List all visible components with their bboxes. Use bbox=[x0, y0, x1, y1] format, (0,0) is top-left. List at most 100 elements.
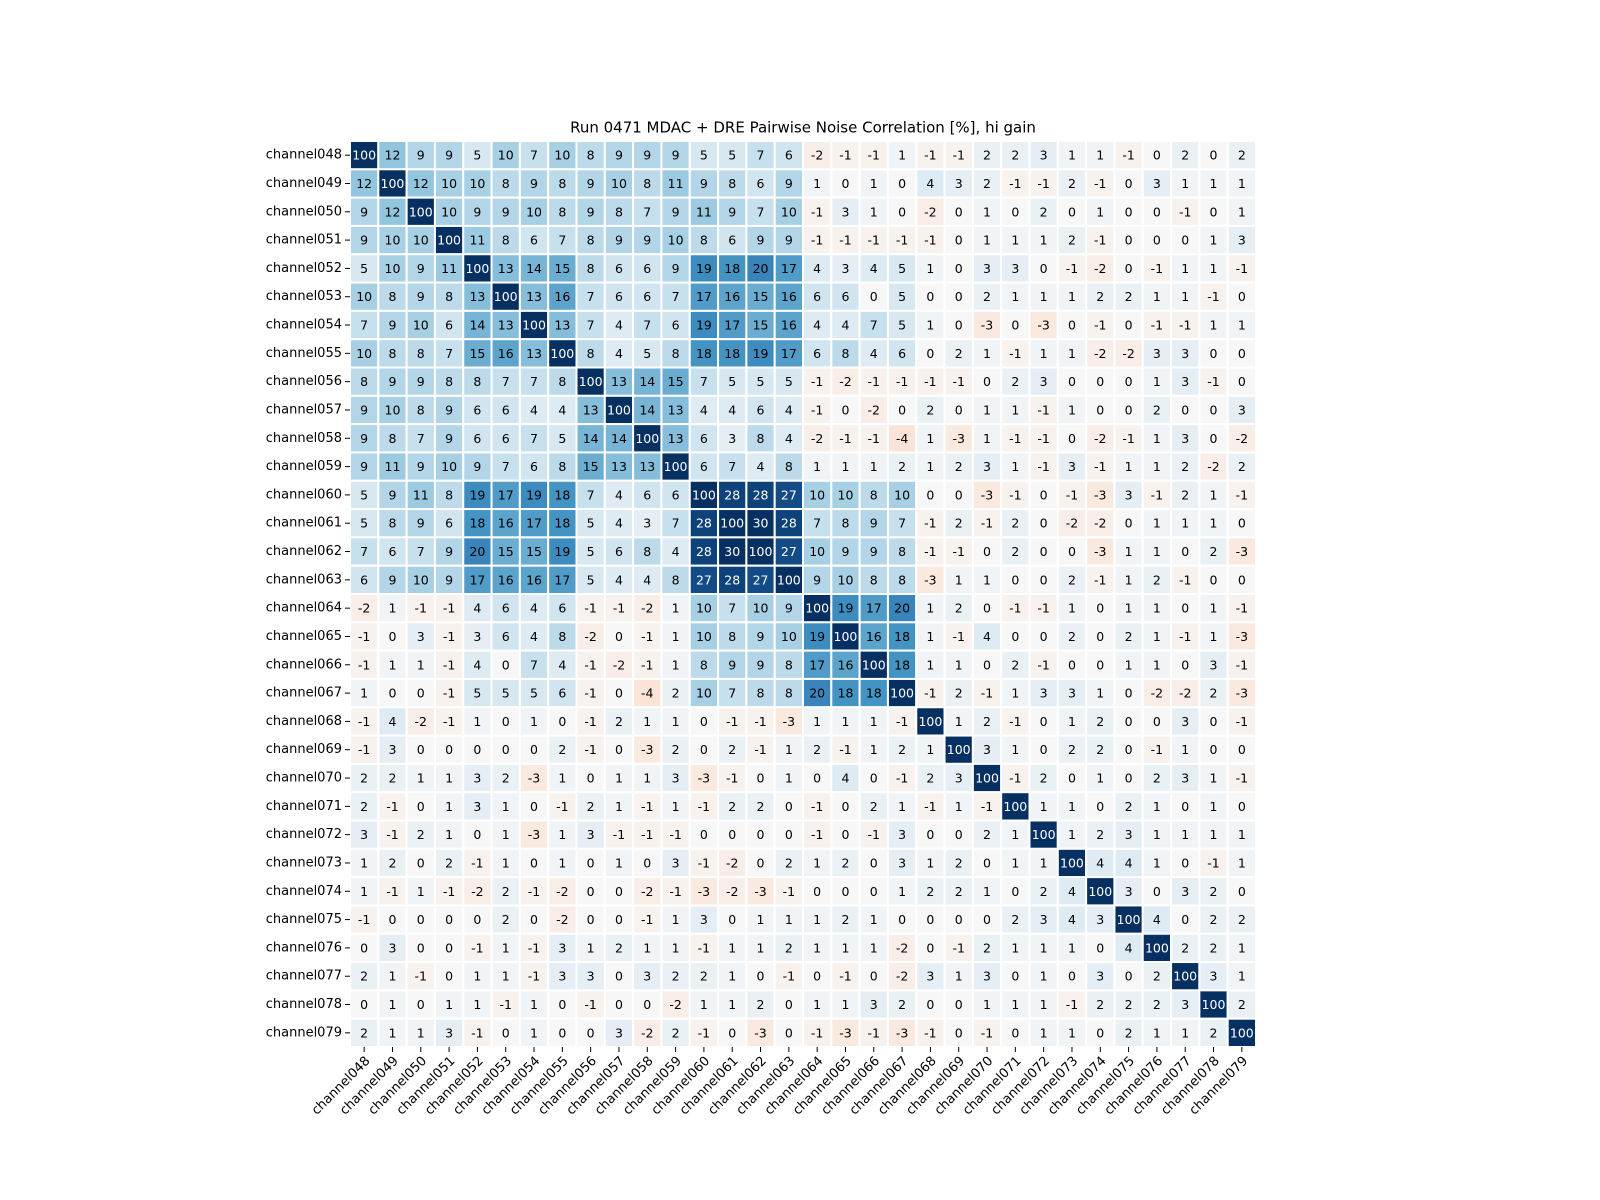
cell-label: 9 bbox=[643, 148, 651, 163]
cell-label: 1 bbox=[813, 912, 821, 927]
heatmap-cell bbox=[1028, 140, 1059, 171]
cell-label: 10 bbox=[809, 544, 825, 559]
heatmap-cell bbox=[1170, 564, 1201, 595]
heatmap-cell bbox=[405, 451, 436, 482]
cell-label: 9 bbox=[388, 572, 396, 587]
cell-label: 4 bbox=[615, 487, 623, 502]
cell-label: 30 bbox=[724, 544, 740, 559]
cell-label: 1 bbox=[785, 742, 793, 757]
heatmap-cell bbox=[377, 508, 408, 539]
cell-label: 8 bbox=[672, 572, 680, 587]
cell-label: 1 bbox=[1153, 855, 1161, 870]
heatmap-cell bbox=[1226, 961, 1257, 992]
cell-label: 2 bbox=[558, 742, 566, 757]
heatmap-cell bbox=[1141, 564, 1173, 595]
cell-label: 1 bbox=[587, 940, 595, 955]
heatmap-cell bbox=[773, 876, 804, 907]
heatmap-cell bbox=[1056, 932, 1088, 964]
cell-label: 2 bbox=[1011, 148, 1019, 163]
cell-label: 12 bbox=[356, 176, 372, 191]
cell-label: 3 bbox=[587, 969, 595, 984]
heatmap-cell bbox=[1056, 819, 1088, 850]
heatmap-cell bbox=[915, 196, 946, 227]
cell-label: -1 bbox=[1179, 572, 1191, 587]
heatmap-cell bbox=[547, 423, 578, 454]
heatmap-cell bbox=[830, 451, 861, 482]
heatmap-cell bbox=[1141, 876, 1173, 907]
heatmap-cell bbox=[518, 281, 550, 312]
cell-label: 2 bbox=[1011, 374, 1019, 389]
cell-label: 0 bbox=[1068, 657, 1076, 672]
cell-label: 3 bbox=[643, 969, 651, 984]
cell-label: 2 bbox=[1096, 742, 1104, 757]
cell-label: 0 bbox=[728, 827, 736, 842]
cell-label: 0 bbox=[587, 771, 595, 786]
cell-label: 0 bbox=[1096, 940, 1104, 955]
heatmap-cell bbox=[688, 593, 720, 624]
heatmap-cell bbox=[603, 479, 635, 511]
heatmap-cell bbox=[1141, 621, 1173, 652]
cell-label: -3 bbox=[1236, 686, 1248, 701]
heatmap-cell bbox=[1198, 876, 1229, 907]
heatmap-cell bbox=[349, 564, 380, 595]
y-tick-label: channel070 bbox=[266, 771, 342, 786]
cell-label: 7 bbox=[728, 601, 736, 616]
cell-label: 9 bbox=[360, 233, 368, 248]
heatmap-cell bbox=[1113, 593, 1144, 624]
heatmap-cell bbox=[688, 819, 720, 850]
heatmap-cell bbox=[632, 309, 663, 341]
cell-label: -1 bbox=[952, 374, 964, 389]
cell-label: 1 bbox=[1238, 940, 1246, 955]
cell-label: 1 bbox=[417, 884, 425, 899]
cell-label: 1 bbox=[1181, 742, 1189, 757]
heatmap-cell bbox=[688, 621, 720, 652]
cell-label: 18 bbox=[838, 686, 854, 701]
cell-label: 1 bbox=[388, 969, 396, 984]
heatmap-cell bbox=[462, 224, 493, 256]
y-tick-label: channel079 bbox=[266, 1025, 342, 1040]
heatmap-cell bbox=[660, 309, 691, 341]
heatmap-cell bbox=[773, 253, 804, 284]
cell-label: 0 bbox=[360, 997, 368, 1012]
cell-label: 100 bbox=[890, 686, 914, 701]
cell-label: 14 bbox=[639, 374, 655, 389]
cell-label: 100 bbox=[918, 714, 942, 729]
cell-label: -1 bbox=[1037, 601, 1049, 616]
heatmap-cell bbox=[575, 564, 606, 595]
cell-label: 0 bbox=[955, 318, 963, 333]
heatmap-cell bbox=[547, 508, 578, 539]
heatmap-cell bbox=[688, 791, 720, 822]
cell-label: 2 bbox=[417, 827, 425, 842]
cell-label: -1 bbox=[1151, 261, 1163, 276]
cell-label: 1 bbox=[502, 799, 510, 814]
heatmap-cell bbox=[547, 140, 578, 171]
cell-label: 5 bbox=[502, 686, 510, 701]
cell-label: 0 bbox=[1125, 374, 1133, 389]
cell-label: 4 bbox=[615, 318, 623, 333]
cell-label: 0 bbox=[898, 204, 906, 219]
cell-label: 1 bbox=[388, 601, 396, 616]
heatmap-cell bbox=[433, 706, 465, 737]
y-tick-label: channel077 bbox=[266, 969, 342, 984]
cell-label: 10 bbox=[441, 459, 457, 474]
cell-label: -1 bbox=[1037, 431, 1049, 446]
cell-label: 2 bbox=[1210, 940, 1218, 955]
cell-label: 0 bbox=[1181, 233, 1189, 248]
cell-label: 10 bbox=[781, 629, 797, 644]
heatmap-cell bbox=[547, 847, 578, 879]
cell-label: 100 bbox=[1060, 855, 1084, 870]
heatmap-cell bbox=[1113, 791, 1144, 822]
cell-label: 20 bbox=[894, 601, 910, 616]
cell-label: 1 bbox=[870, 912, 878, 927]
cell-label: 9 bbox=[417, 374, 425, 389]
cell-label: 1 bbox=[813, 855, 821, 870]
cell-label: -1 bbox=[981, 1025, 993, 1040]
cell-label: 10 bbox=[498, 148, 514, 163]
cell-label: 1 bbox=[1181, 176, 1189, 191]
y-tick-label: channel063 bbox=[266, 572, 342, 587]
cell-label: 1 bbox=[1181, 827, 1189, 842]
heatmap-cell bbox=[462, 649, 493, 680]
cell-label: -1 bbox=[641, 827, 653, 842]
cell-label: -1 bbox=[1151, 487, 1163, 502]
cell-label: 1 bbox=[1040, 997, 1048, 1012]
